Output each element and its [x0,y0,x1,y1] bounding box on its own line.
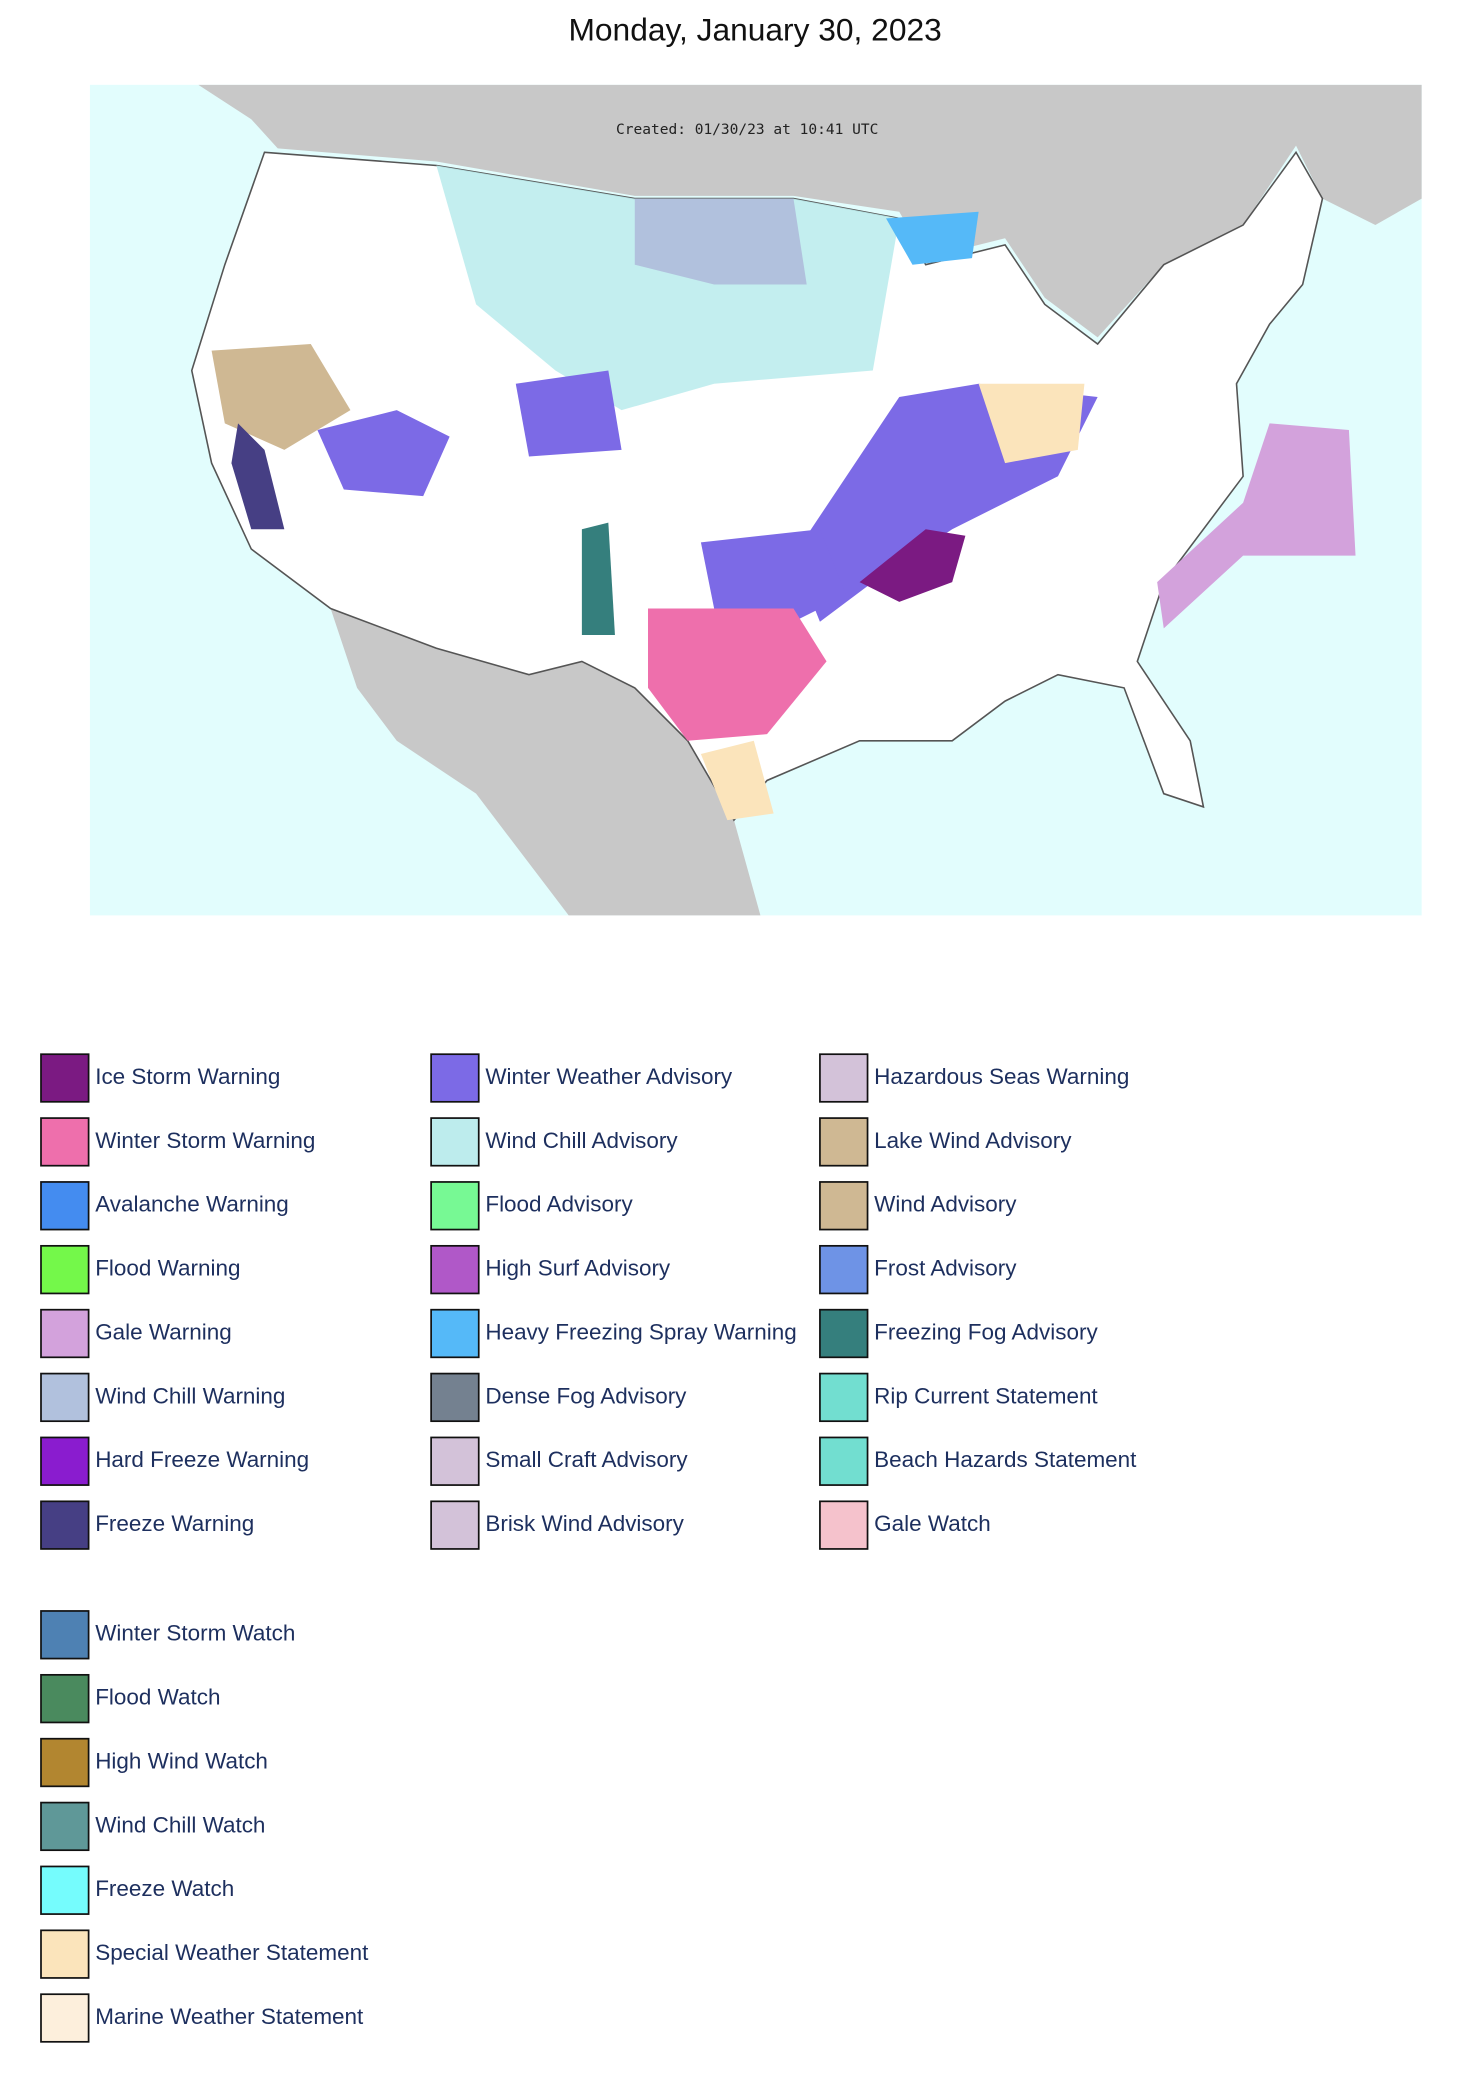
legend-label: Special Weather Statement [95,1940,369,1965]
legend-swatch [40,1244,90,1295]
map-created-label: Created: 01/30/23 at 10:41 UTC [616,122,878,138]
legend-swatch [430,1308,480,1359]
legend-label: Small Craft Advisory [485,1447,688,1472]
legend-label: Lake Wind Advisory [874,1128,1072,1153]
legend-swatch [40,1117,90,1167]
legend-label: Winter Storm Watch [95,1621,295,1646]
legend-label: Freeze Watch [95,1876,234,1901]
legend-swatch [430,1372,480,1423]
legend-swatch [430,1117,480,1167]
legend-label: Avalanche Warning [95,1192,289,1217]
legend-label: Hard Freeze Warning [95,1447,309,1472]
legend-label: High Wind Watch [95,1748,268,1773]
legend-swatch [430,1436,480,1486]
legend-label: Freezing Fog Advisory [874,1319,1098,1344]
page-title: Monday, January 30, 2023 [569,11,942,47]
legend-label: Hazardous Seas Warning [874,1064,1129,1089]
legend-swatch [819,1181,869,1231]
legend-swatch [40,1500,90,1550]
legend-label: Gale Warning [95,1319,232,1344]
legend-swatch [430,1244,480,1295]
legend-label: Flood Advisory [485,1192,633,1217]
legend-label: Heavy Freezing Spray Warning [485,1319,796,1344]
legend-label: Wind Chill Advisory [485,1128,678,1153]
legend-swatch [40,1929,90,1979]
hazard-map: Created: 01/30/23 at 10:41 UTC [89,84,1422,916]
legend-swatch [40,1610,90,1660]
legend-label: Rip Current Statement [874,1383,1098,1408]
legend-swatch [40,1436,90,1486]
legend-label: Gale Watch [874,1511,991,1536]
legend-swatch [819,1244,869,1295]
legend-swatch [430,1500,480,1550]
legend-label: Marine Weather Statement [95,2004,364,2029]
legend-swatch [40,1308,90,1359]
legend-swatch [430,1053,480,1103]
legend-swatch [40,1993,90,2043]
legend-swatch [40,1737,90,1788]
legend: Ice Storm Warning Winter Storm Warning Ava… [40,1053,1137,2043]
legend-swatch [819,1053,869,1103]
legend-label: Wind Chill Warning [95,1383,285,1408]
legend-label: Brisk Wind Advisory [485,1511,684,1536]
legend-swatch [819,1436,869,1486]
legend-label: Freeze Warning [95,1511,254,1536]
legend-swatch [819,1117,869,1167]
legend-swatch [819,1500,869,1550]
legend-swatch [40,1053,90,1103]
legend-label: Winter Storm Warning [95,1128,315,1153]
legend-swatch [40,1673,90,1724]
legend-swatch [40,1801,90,1852]
legend-swatch [819,1372,869,1423]
legend-label: Wind Advisory [874,1192,1017,1217]
legend-label: Winter Weather Advisory [485,1064,733,1089]
legend-label: Ice Storm Warning [95,1064,280,1089]
legend-label: Flood Watch [95,1685,220,1710]
legend-label: Frost Advisory [874,1256,1017,1281]
legend-label: Dense Fog Advisory [485,1383,687,1408]
legend-swatch [40,1181,90,1231]
legend-label: High Surf Advisory [485,1256,671,1281]
legend-label: Wind Chill Watch [95,1812,265,1837]
legend-swatch [819,1308,869,1359]
legend-label: Flood Warning [95,1256,240,1281]
legend-swatch [40,1372,90,1423]
legend-label: Beach Hazards Statement [874,1447,1137,1472]
legend-swatch [430,1181,480,1231]
legend-swatch [40,1865,90,1915]
